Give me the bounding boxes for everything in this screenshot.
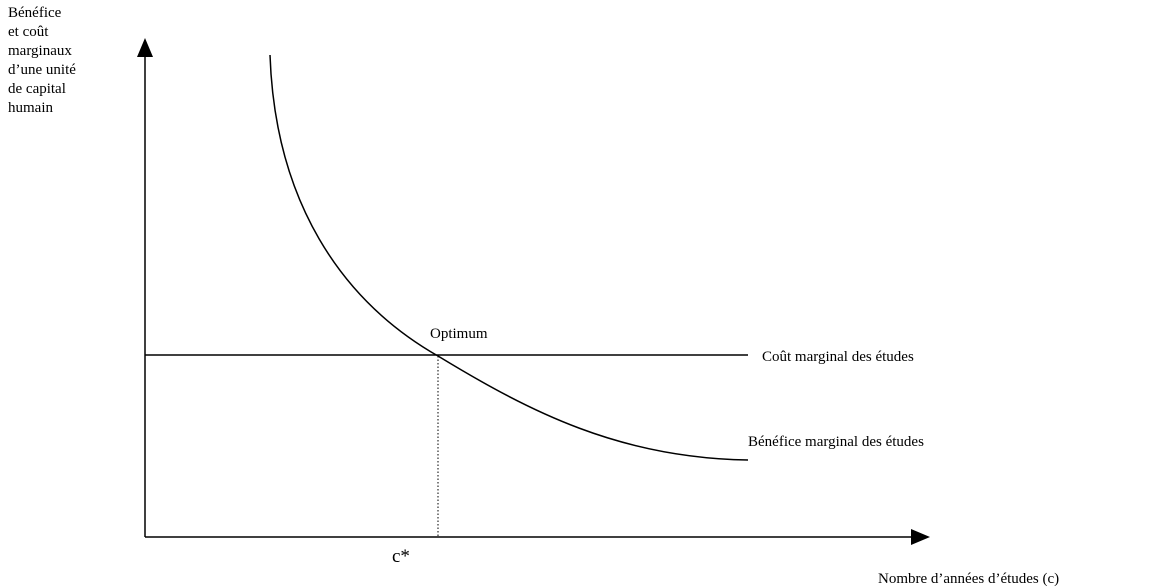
y-axis-label-line: et coût (8, 24, 49, 40)
x-axis-label: Nombre d’années d’études (c) (878, 571, 1059, 587)
y-axis-label-line: Bénéfice (8, 5, 62, 21)
benefit-curve-label: Bénéfice marginal des études (748, 434, 924, 450)
x-axis-arrow (911, 529, 930, 545)
benefit-curve (269, 54, 749, 461)
y-axis-label-line: d’une unité (8, 62, 76, 78)
y-axis-label-line: humain (8, 100, 53, 116)
optimum-label: Optimum (430, 326, 488, 342)
y-axis-label-line: marginaux (8, 43, 72, 59)
x-star-label: c* (392, 546, 410, 567)
cost-curve-label: Coût marginal des études (762, 349, 914, 365)
y-axis-arrow (137, 38, 153, 57)
y-axis-label: Bénéfice et coût marginaux d’une unité de ca… (8, 5, 76, 116)
y-axis-label-line: de capital (8, 81, 66, 97)
